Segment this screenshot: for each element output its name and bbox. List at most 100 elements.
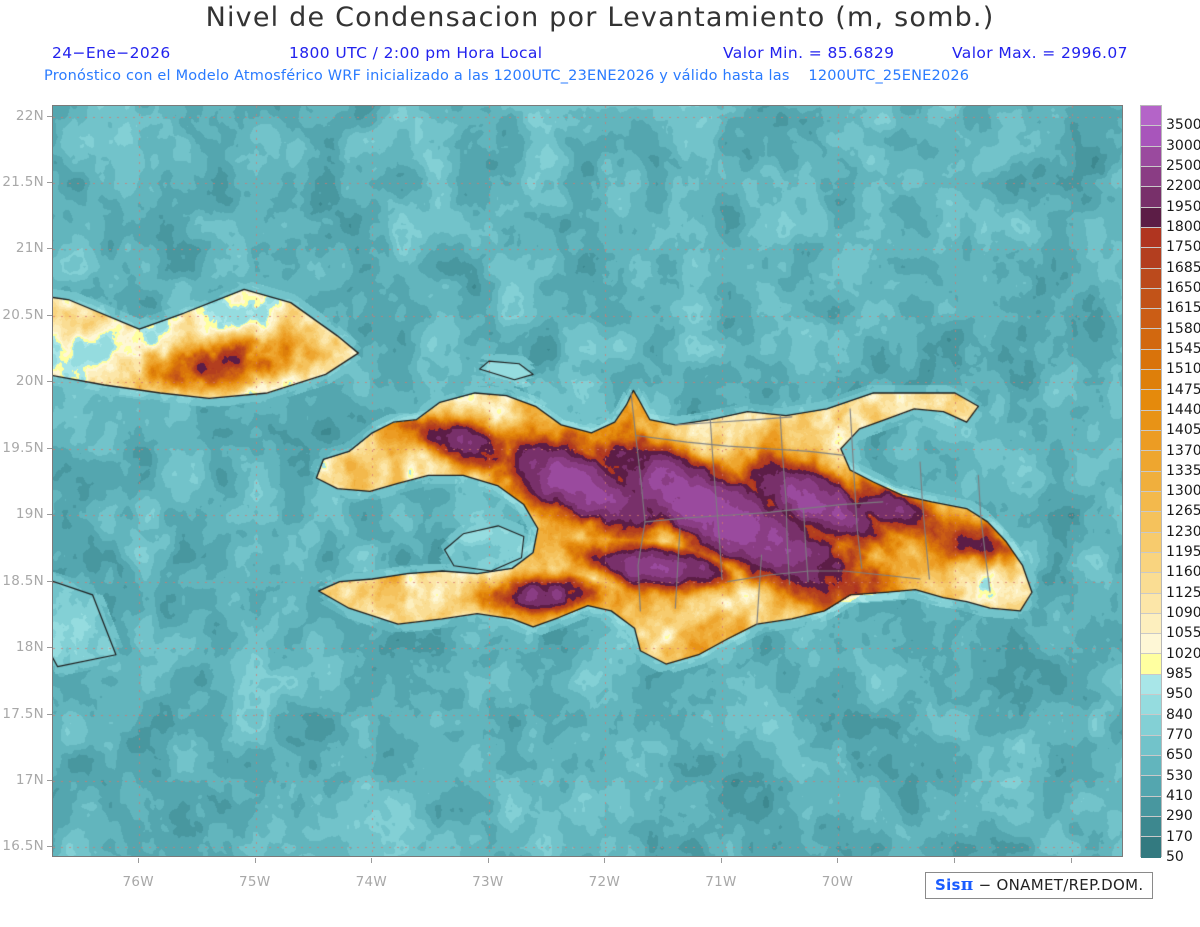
colorbar-swatch <box>1141 309 1161 330</box>
lon-tickmark <box>487 858 489 863</box>
colorbar-tick-label: 530 <box>1166 767 1193 784</box>
lon-tick-label: 70W <box>821 874 854 890</box>
colorbar-swatch <box>1141 532 1161 553</box>
lat-tickmark <box>47 381 52 383</box>
colorbar-swatch <box>1141 776 1161 797</box>
colorbar-tick-label: 1090 <box>1166 605 1200 622</box>
lat-tick-label: 22N <box>15 107 44 124</box>
lon-tick-label: 72W <box>588 874 621 890</box>
colorbar-swatch <box>1141 634 1161 655</box>
lat-tickmark <box>47 580 52 582</box>
colorbar-swatch <box>1141 654 1161 675</box>
colorbar-swatch <box>1141 512 1161 533</box>
colorbar-swatch <box>1141 552 1161 574</box>
colorbar-tick-label: 1950 <box>1166 198 1200 215</box>
colorbar-tick-label: 1615 <box>1166 300 1200 317</box>
colorbar-tick-label: 1230 <box>1166 523 1200 540</box>
colorbar-swatch <box>1141 146 1161 167</box>
colorbar-swatch <box>1141 106 1161 127</box>
colorbar-tick-label: 1125 <box>1166 584 1200 601</box>
colorbar-tick-label: 1370 <box>1166 442 1200 459</box>
forecast-time: 1800 UTC / 2:00 pm Hora Local <box>289 44 543 62</box>
colorbar-tick-label: 170 <box>1166 828 1193 845</box>
lat-tick-label: 17N <box>15 771 44 788</box>
lat-tickmark <box>47 713 52 715</box>
colorbar-swatch <box>1141 837 1161 858</box>
colorbar-tick-label: 2200 <box>1166 178 1200 195</box>
colorbar-swatch <box>1141 593 1161 614</box>
lon-tickmark <box>138 858 140 863</box>
colorbar-tick-label: 3500 <box>1166 117 1200 134</box>
lon-tick-label: 71W <box>705 874 737 890</box>
colorbar-tick-label: 1335 <box>1166 462 1200 479</box>
lat-tick-label: 20.5N <box>2 306 44 323</box>
lcl-shaded-field <box>53 106 1122 856</box>
model-note-text: Pronóstico con el Modelo Atmosférico WRF… <box>44 68 790 84</box>
lon-tick-label: 74W <box>355 874 388 890</box>
colorbar-swatch <box>1141 613 1161 635</box>
lon-tick-label: 73W <box>472 874 504 890</box>
model-note-line: Pronóstico con el Modelo Atmosférico WRF… <box>44 68 1184 88</box>
colorbar-swatch <box>1141 715 1161 736</box>
value-max: Valor Max. = 2996.07 <box>952 44 1128 62</box>
colorbar-tick-label: 650 <box>1166 747 1193 764</box>
colorbar-tick-label: 1440 <box>1166 401 1200 418</box>
page-title: Nivel de Condensacion por Levantamiento … <box>205 2 995 33</box>
colorbar-tick-label: 1055 <box>1166 625 1200 642</box>
colorbar-swatch <box>1141 491 1161 513</box>
colorbar-tick-label: 2500 <box>1166 157 1200 174</box>
lat-tickmark <box>47 514 52 516</box>
map-plot-area[interactable] <box>52 105 1123 857</box>
lon-tickmark <box>371 858 373 863</box>
forecast-date: 24−Ene−2026 <box>52 44 171 62</box>
lat-tick-label: 19.5N <box>2 439 44 456</box>
colorbar-swatch <box>1141 288 1161 310</box>
colorbar-tick-label: 1510 <box>1166 361 1200 378</box>
colorbar-swatch <box>1141 573 1161 594</box>
colorbar-swatch <box>1141 166 1161 188</box>
lat-tick-label: 16.5N <box>2 838 44 855</box>
colorbar-swatch <box>1141 126 1161 147</box>
colorbar-tick-label: 1800 <box>1166 218 1200 235</box>
colorbar-swatch <box>1141 349 1161 371</box>
colorbar-tick-label: 3000 <box>1166 137 1200 154</box>
colorbar-tick-label: 1265 <box>1166 503 1200 520</box>
colorbar-swatch <box>1141 471 1161 492</box>
colorbar-tick-label: 1405 <box>1166 422 1200 439</box>
colorbar-swatch <box>1141 431 1161 452</box>
colorbar-tick-label: 1475 <box>1166 381 1200 398</box>
colorbar-tick-label: 1020 <box>1166 645 1200 662</box>
colorbar-tick-label: 50 <box>1166 849 1184 865</box>
lat-tick-label: 20N <box>15 373 44 390</box>
colorbar-swatch <box>1141 207 1161 228</box>
lon-tickmark <box>720 858 722 863</box>
colorbar-tick-label: 1580 <box>1166 320 1200 337</box>
lat-tick-label: 17.5N <box>2 705 44 722</box>
lat-tickmark <box>47 846 52 848</box>
colorbar-swatch <box>1141 390 1161 411</box>
colorbar-tick-label: 290 <box>1166 808 1193 825</box>
header-info-line: 24−Ene−2026 1800 UTC / 2:00 pm Hora Loca… <box>0 44 1160 64</box>
colorbar-swatch <box>1141 248 1161 269</box>
colorbar <box>1140 105 1162 858</box>
colorbar-tick-label: 1300 <box>1166 483 1200 500</box>
lon-tickmark <box>837 858 839 863</box>
lat-tickmark <box>47 182 52 184</box>
lat-tick-label: 18.5N <box>2 572 44 589</box>
colorbar-tick-label: 770 <box>1166 727 1193 744</box>
lon-tickmark <box>954 858 956 863</box>
lat-tick-label: 19N <box>15 506 44 523</box>
lon-tick-label: 76W <box>122 874 154 890</box>
lon-tickmark <box>1070 858 1072 863</box>
model-valid-until: 1200UTC_25ENE2026 <box>808 68 970 84</box>
colorbar-swatch <box>1141 268 1161 289</box>
lat-tick-label: 21N <box>15 240 44 257</box>
colorbar-swatch <box>1141 756 1161 777</box>
lat-tickmark <box>47 314 52 316</box>
colorbar-swatch <box>1141 370 1161 391</box>
colorbar-swatch <box>1141 410 1161 431</box>
colorbar-swatch <box>1141 227 1161 249</box>
colorbar-swatch <box>1141 329 1161 350</box>
colorbar-swatch <box>1141 735 1161 756</box>
